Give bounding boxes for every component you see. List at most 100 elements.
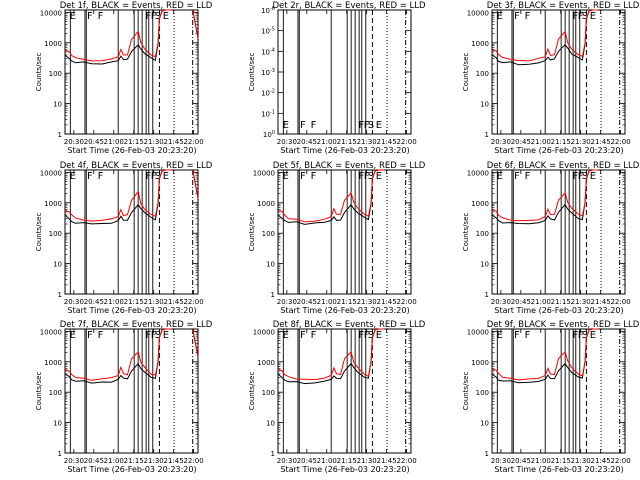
y-axis-label: Counts/sec [462,53,470,92]
y-tick-label: 100 [49,230,62,238]
event-label: F [578,171,584,182]
event-label: E [497,330,503,341]
x-tick-label: 21:00 [531,138,551,146]
event-label: F [514,11,520,22]
x-tick-label: 20:45 [297,298,317,306]
y-axis-label: Counts/sec [248,213,256,252]
event-label: F [572,330,578,341]
event-label: S [582,171,588,182]
event-label: F [514,171,520,182]
chart-title: Det 1f, BLACK = Events, RED = LLD [60,1,213,11]
x-tick-label: 20:30 [491,457,511,465]
x-tick-label: 20:30 [277,138,297,146]
lld-curve [64,328,172,381]
x-axis-label: Start Time (26-Feb-03 20:23:20) [280,146,409,155]
event-label: F [151,171,157,182]
x-tick-label: 21:30 [357,298,377,306]
event-label: E [590,330,596,341]
x-tick-label: 21:30 [357,457,377,465]
y-tick-exponent: -3 [270,68,275,74]
y-tick-label: 10000 [467,328,489,336]
event-label: F [572,171,578,182]
event-label: E [497,171,503,182]
event-label: F [87,11,93,22]
chart-title: Det 8f, BLACK = Events, RED = LLD [273,320,426,330]
x-tick-label: 20:30 [277,457,297,465]
x-tick-label: 22:00 [396,138,416,146]
event-label: F [358,330,364,341]
event-label: E [497,11,503,22]
panel-1: Det 1f, BLACK = Events, RED = LLD Counts/… [35,1,213,155]
x-tick-label: 21:15 [124,457,144,465]
x-tick-label: 21:00 [104,457,124,465]
y-tick-label: 10000 [253,169,275,177]
x-tick-label: 21:15 [551,298,571,306]
event-label: S [368,171,374,182]
event-label: E [283,171,289,182]
y-tick-label: 1000 [44,40,62,48]
x-tick-label: 21:45 [164,298,184,306]
y-tick-label: 10000 [40,169,62,177]
x-tick-label: 21:30 [571,138,591,146]
y-axis-label: Counts/sec [35,372,43,411]
x-tick-label: 20:45 [511,138,531,146]
event-label: F [300,330,306,341]
x-tick-label: 21:45 [377,298,397,306]
x-tick-label: 20:45 [511,457,531,465]
x-tick-label: 21:45 [591,138,611,146]
y-tick-label: 100 [476,389,489,397]
panel-3: Det 3f, BLACK = Events, RED = LLD Counts/… [462,1,640,155]
y-tick-label: 10 [53,101,62,109]
x-tick-label: 20:30 [491,138,511,146]
event-label: F [572,11,578,22]
x-tick-label: 21:45 [377,138,397,146]
event-label: F [98,11,104,22]
x-axis-label: Start Time (26-Feb-03 20:23:20) [67,306,196,315]
lld-curve [277,169,385,223]
plot-frame [277,328,412,454]
y-tick-exponent: -1 [270,109,275,115]
x-tick-label: 20:45 [84,298,104,306]
event-label: F [311,330,317,341]
event-label: S [368,330,374,341]
x-tick-label: 21:00 [531,298,551,306]
x-tick-label: 21:00 [104,298,124,306]
y-axis-label: Counts/sec [248,53,256,92]
x-tick-label: 21:45 [164,457,184,465]
plot-frame [491,328,626,454]
event-label: F [364,120,370,131]
y-tick-label: 1000 [44,359,62,367]
plot-frame [491,9,626,135]
lld-curve-tail [192,328,199,358]
x-tick-label: 21:00 [317,138,337,146]
y-tick-label: 10 [266,420,275,428]
event-label: E [163,330,169,341]
lld-curve [491,328,599,381]
y-tick-exponent: -4 [270,47,275,53]
y-tick-label: 1000 [257,359,275,367]
y-tick-label: 10 [480,420,489,428]
chart-title: Det 3f, BLACK = Events, RED = LLD [487,1,640,11]
y-tick-label: 1000 [257,200,275,208]
y-tick-label: 1 [58,131,62,139]
y-tick-label: 1000 [471,40,489,48]
event-label: E [283,330,289,341]
x-tick-label: 21:45 [164,138,184,146]
x-tick-label: 21:15 [124,138,144,146]
event-label: F [525,171,531,182]
panel-5: Det 5f, BLACK = Events, RED = LLD Counts/… [248,161,426,315]
y-tick-label: 100 [263,130,275,139]
x-tick-label: 20:45 [297,457,317,465]
y-axis-label: Counts/sec [462,213,470,252]
y-tick-exponent: -6 [270,6,275,12]
y-tick-label: 10000 [40,328,62,336]
event-label: F [98,171,104,182]
panel-6: Det 6f, BLACK = Events, RED = LLD Counts/… [462,161,640,315]
panel-4: Det 4f, BLACK = Events, RED = LLD Counts/… [35,161,213,315]
y-tick-exponent: -2 [270,89,275,95]
y-tick-label: 10 [53,420,62,428]
event-label: E [70,11,76,22]
y-tick-label: 10-6 [261,6,275,15]
x-tick-label: 22:00 [396,298,416,306]
